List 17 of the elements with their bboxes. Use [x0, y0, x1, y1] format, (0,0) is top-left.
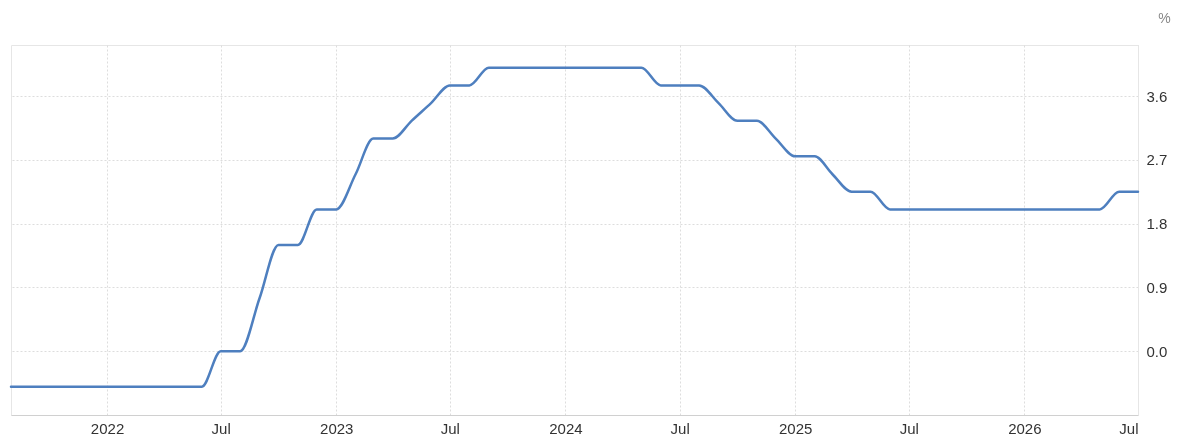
x-tick-label: Jul: [899, 419, 919, 437]
line-series: [9, 66, 1140, 388]
x-tick-label: Jul: [440, 419, 460, 437]
y-tick-label: 3.6: [1146, 87, 1168, 105]
y-tick-label: 2.7: [1146, 151, 1168, 169]
y-axis-title: %: [1158, 9, 1171, 26]
x-tick-label: Jul: [670, 419, 690, 437]
x-tick-label: 2025: [779, 419, 813, 437]
x-tick-label: 2026: [1008, 419, 1042, 437]
x-tick-label: 2022: [90, 419, 125, 437]
x-tick-label: 2024: [549, 419, 583, 437]
x-tick-label: 2023: [320, 419, 354, 437]
y-tick-label: 0.9: [1146, 278, 1168, 296]
y-tick-label: 0.0: [1146, 342, 1168, 360]
x-tick-label: Jul: [211, 419, 231, 437]
x-tick-label: Jul: [1119, 419, 1139, 437]
y-tick-label: 1.8: [1146, 215, 1168, 233]
